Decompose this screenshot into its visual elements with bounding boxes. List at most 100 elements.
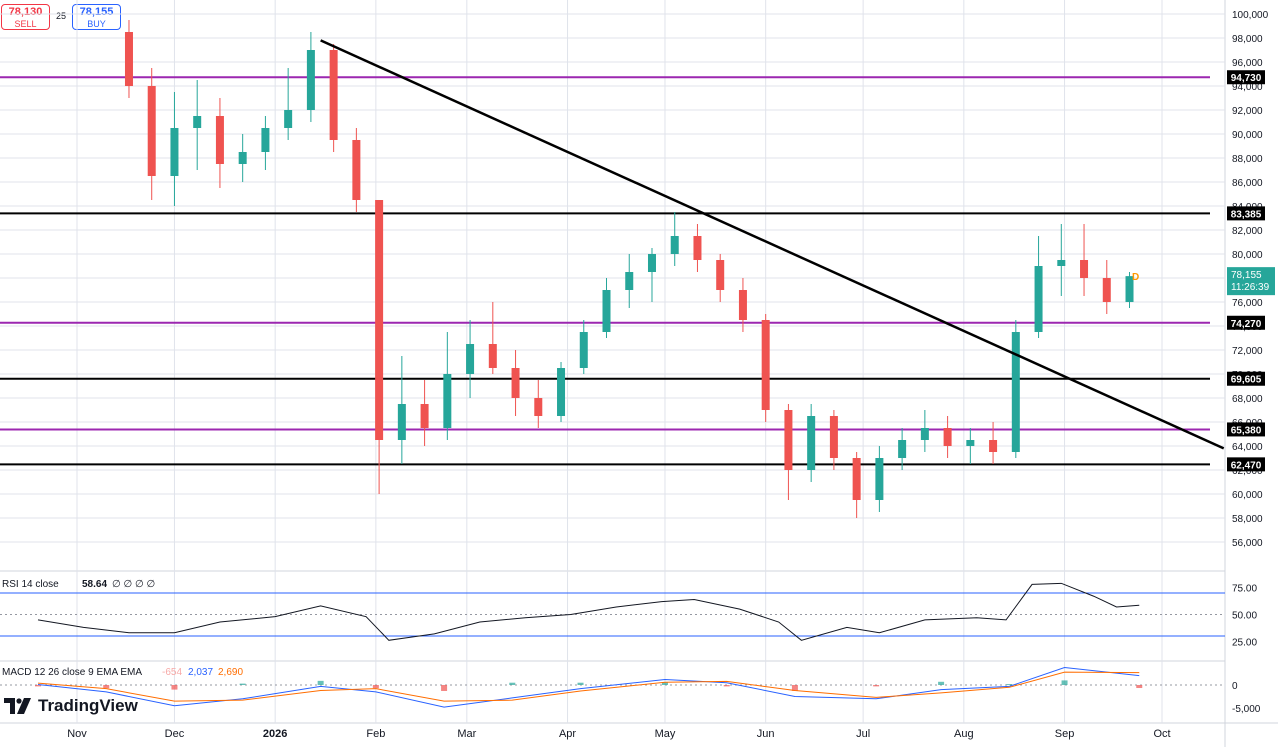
last-price-value: 78,155: [1231, 270, 1262, 281]
candle-body: [1102, 278, 1111, 302]
price-axis-label: 88,000: [1232, 154, 1263, 165]
candle-body: [761, 320, 770, 410]
macd-axis-label: 0: [1232, 681, 1238, 692]
macd-histogram-bar: [509, 682, 516, 685]
price-axis-label: 68,000: [1232, 394, 1263, 405]
macd-histogram-bar: [171, 685, 178, 690]
price-axis-label: 58,000: [1232, 514, 1263, 525]
level-label: 94,730: [1231, 73, 1262, 84]
price-axis-label: 80,000: [1232, 250, 1263, 261]
level-label: 69,605: [1231, 375, 1262, 386]
buy-price: 78,155: [79, 6, 114, 18]
candle-body: [1034, 266, 1043, 332]
macd-histogram-bar: [35, 685, 42, 687]
candle-body: [284, 110, 293, 128]
candle-body: [397, 404, 406, 440]
price-pane[interactable]: D: [0, 20, 1225, 518]
macd-histogram-bar: [723, 685, 730, 687]
macd-value: 2,037: [188, 667, 213, 678]
price-axis[interactable]: 100,000 98,000 96,000 94,000 92,000 90,000 88,…: [1227, 10, 1275, 715]
price-axis-label: 82,000: [1232, 226, 1263, 237]
candle-body: [420, 404, 429, 428]
candle-body: [1057, 260, 1066, 266]
macd-axis-label: -5,000: [1232, 704, 1261, 715]
candle-body: [1011, 332, 1020, 452]
time-axis-label: Nov: [67, 728, 87, 740]
price-axis-label: 90,000: [1232, 130, 1263, 141]
level-label: 62,470: [1231, 460, 1262, 471]
candle-body: [170, 128, 179, 176]
buy-button[interactable]: 78,155 BUY: [72, 4, 121, 30]
candle-body: [579, 332, 588, 368]
level-label: 74,270: [1231, 319, 1262, 330]
signal-value: 2,690: [218, 667, 243, 678]
time-axis-label: Apr: [559, 728, 576, 740]
axis-labels: RSI 14 close 58.64 ∅ ∅ ∅ ∅ MACD 12 26 close…: [2, 579, 243, 678]
candle-body: [920, 428, 929, 440]
time-axis-label: Jul: [856, 728, 870, 740]
rsi-axis-label: 75.00: [1232, 584, 1257, 595]
sell-label: SELL: [14, 19, 37, 29]
rsi-pane[interactable]: [0, 582, 1225, 641]
tradingview-logo[interactable]: TradingView: [4, 696, 138, 716]
trendline: [320, 39, 1225, 450]
price-axis-label: 86,000: [1232, 178, 1263, 189]
macd-histogram-bar: [938, 681, 945, 685]
time-axis-label: May: [655, 728, 676, 740]
candle-body: [534, 398, 543, 416]
macd-histogram-bar: [103, 685, 110, 689]
price-axis-label: 94,000: [1232, 82, 1263, 93]
candle-body: [466, 344, 475, 374]
candle-body: [215, 116, 224, 164]
last-price-box: [1227, 267, 1275, 296]
macd-hist-value: -654: [162, 667, 182, 678]
price-axis-label: 64,000: [1232, 442, 1263, 453]
candle-body: [807, 416, 816, 470]
time-axis-label: Aug: [954, 728, 974, 740]
candle-body: [693, 236, 702, 260]
candle-body: [488, 344, 497, 368]
candle-body: [443, 374, 452, 428]
time-axis-label: Oct: [1153, 728, 1170, 740]
level-label: 65,380: [1231, 425, 1262, 436]
candle-body: [238, 152, 247, 164]
candle-body: [625, 272, 634, 290]
macd-histogram-bar: [873, 685, 880, 687]
candle-body: [124, 32, 133, 86]
time-axis-label: Jun: [757, 728, 775, 740]
rsi-axis-label: 50.00: [1232, 611, 1257, 622]
candle-body: [147, 86, 156, 176]
candle-body: [943, 428, 952, 446]
level-label-box: [1227, 371, 1265, 386]
dividend-marker: D: [1132, 272, 1139, 283]
macd-histogram-bar: [1136, 685, 1143, 689]
macd-histogram-bar: [441, 685, 448, 691]
candle-body: [1080, 260, 1089, 278]
time-axis-label: Sep: [1055, 728, 1075, 740]
tradingview-logo-text: TradingView: [38, 696, 138, 715]
macd-histogram-bar: [239, 683, 246, 685]
macd-pane[interactable]: [0, 667, 1225, 708]
sell-button[interactable]: 78,130 SELL: [1, 4, 50, 30]
candle-body: [829, 416, 838, 458]
time-axis[interactable]: Nov Dec 2026 Feb Mar Apr May Jun Jul Aug Sep Oct: [67, 728, 1170, 740]
signal-line: [37, 671, 1140, 702]
level-label: 83,385: [1231, 209, 1262, 220]
candle-body: [898, 440, 907, 458]
buy-label: BUY: [87, 19, 106, 29]
time-axis-label: Feb: [366, 728, 385, 740]
level-label-box: [1227, 315, 1265, 330]
last-price-countdown: 11:26:39: [1231, 282, 1270, 293]
candle-body: [670, 236, 679, 254]
tradingview-logo-icon: [4, 698, 31, 714]
level-label-box: [1227, 457, 1265, 472]
candle-body: [329, 50, 338, 140]
candle-body: [261, 128, 270, 152]
price-axis-label: 60,000: [1232, 490, 1263, 501]
macd-line: [37, 667, 1140, 708]
candle-body: [716, 260, 725, 290]
macd-histogram-bar: [661, 682, 668, 685]
candle-body: [852, 458, 861, 500]
